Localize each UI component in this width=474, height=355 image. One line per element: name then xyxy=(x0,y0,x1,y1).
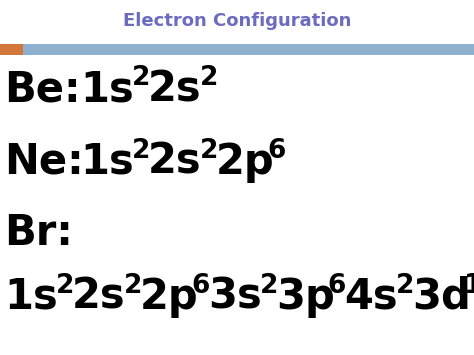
Text: 1s: 1s xyxy=(4,276,58,318)
Text: 2: 2 xyxy=(200,138,218,164)
Text: 2s: 2s xyxy=(72,276,126,318)
Text: 2p: 2p xyxy=(216,141,275,183)
Text: 6: 6 xyxy=(268,138,286,164)
Text: Br:: Br: xyxy=(4,212,73,254)
Text: 3s: 3s xyxy=(208,276,262,318)
Text: Be:: Be: xyxy=(4,68,81,110)
Text: Electron Configuration: Electron Configuration xyxy=(123,12,351,31)
Text: 2: 2 xyxy=(55,273,74,299)
Text: 6: 6 xyxy=(191,273,210,299)
Text: 4s: 4s xyxy=(344,276,398,318)
Text: 2: 2 xyxy=(200,65,218,91)
Bar xyxy=(23,44,474,55)
Text: 2: 2 xyxy=(124,273,142,299)
Text: 2: 2 xyxy=(260,273,278,299)
Bar xyxy=(0,44,23,55)
Text: 3d: 3d xyxy=(412,276,471,318)
Text: 6: 6 xyxy=(328,273,346,299)
Text: Ne:: Ne: xyxy=(4,141,84,183)
Text: 1s: 1s xyxy=(80,141,134,183)
Text: 2p: 2p xyxy=(140,276,199,318)
Text: 2: 2 xyxy=(396,273,414,299)
Text: 2s: 2s xyxy=(148,141,201,183)
Text: 2s: 2s xyxy=(148,68,201,110)
Text: 3p: 3p xyxy=(276,276,335,318)
Text: 10: 10 xyxy=(464,273,474,299)
Text: 1s: 1s xyxy=(80,68,134,110)
Text: 2: 2 xyxy=(132,138,150,164)
Text: 2: 2 xyxy=(132,65,150,91)
